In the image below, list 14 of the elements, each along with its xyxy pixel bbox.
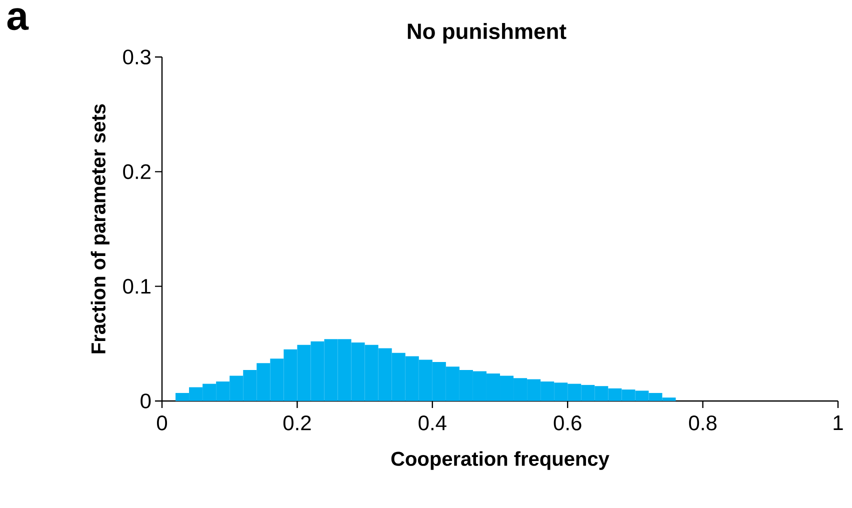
y-axis-title: Fraction of parameter sets (90, 104, 110, 354)
x-tick-label: 0.8 (689, 416, 716, 430)
x-tick-label: 1 (834, 416, 843, 430)
y-tick-label: 0 (140, 394, 151, 408)
x-axis-title: Cooperation frequency (391, 451, 610, 470)
x-tick-label: 0.6 (554, 416, 582, 430)
y-tick-label: 0.3 (123, 50, 151, 64)
y-tick-label: 0.1 (123, 278, 150, 294)
x-tick-label: 0 (156, 416, 168, 430)
x-tick-label: 0.2 (283, 416, 311, 430)
y-tick-label: 0.2 (123, 164, 150, 180)
chart-title: No punishment (408, 23, 566, 44)
text: a (7, 8, 29, 30)
x-tick-label: 0.4 (418, 416, 446, 430)
